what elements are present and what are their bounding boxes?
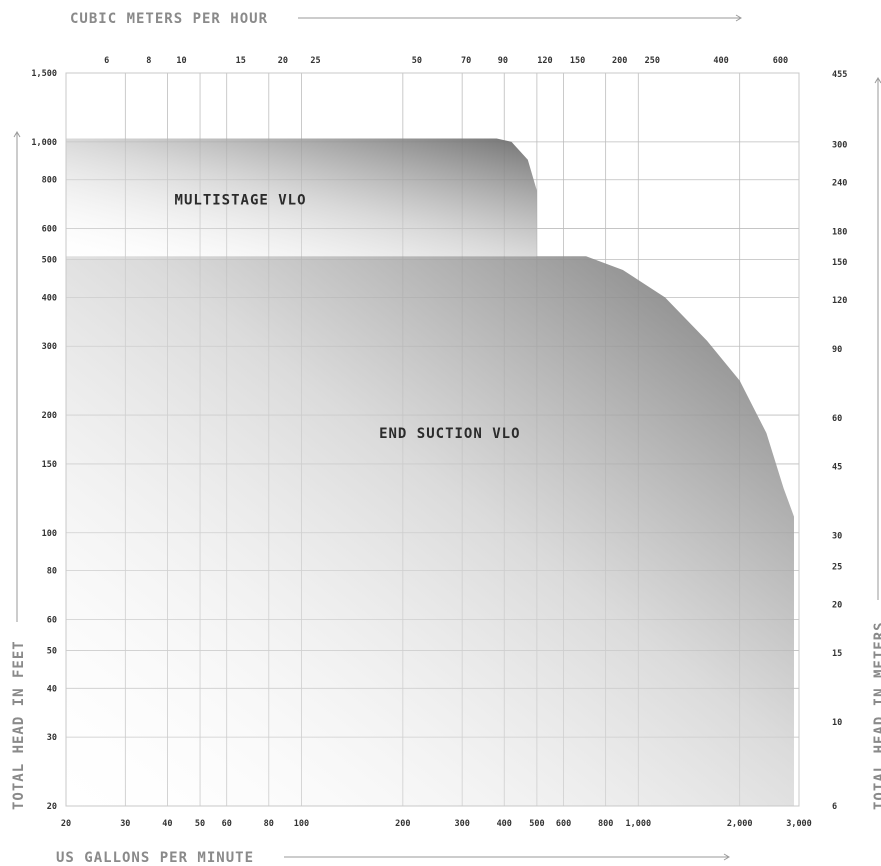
regions [66,138,794,806]
top-axis-title: CUBIC METERS PER HOUR [70,11,268,27]
x-tick-label-gpm: 500 [529,819,544,829]
y-tick-label-ft: 40 [47,684,57,694]
x-tick-label-m3h: 90 [498,56,508,66]
x-tick-label-m3h: 15 [236,56,246,66]
multistage-vlo-label: MULTISTAGE VLO [175,192,307,208]
end-suction-vlo-region [66,256,794,806]
x-tick-label-gpm: 2,000 [727,819,753,829]
x-tick-label-m3h: 70 [461,56,471,66]
y-tick-label-ft: 600 [42,225,57,235]
x-tick-label-m3h: 8 [146,56,151,66]
end-suction-vlo-label: END SUCTION VLO [379,426,520,442]
y-tick-label-m: 120 [832,296,847,306]
y-tick-label-ft: 800 [42,176,57,186]
x-tick-label-m3h: 25 [310,56,320,66]
x-tick-label-m3h: 600 [773,56,788,66]
multistage-vlo-region [66,138,537,257]
x-tick-label-m3h: 20 [278,56,288,66]
y-tick-label-m: 150 [832,258,847,268]
y-tick-label-ft: 100 [42,529,57,539]
y-tick-label-m: 45 [832,463,842,473]
x-tick-label-gpm: 100 [294,819,309,829]
plot-frame [65,72,800,807]
x-tick-label-gpm: 300 [454,819,469,829]
y-tick-label-ft: 30 [47,733,57,743]
y-tick-label-m: 30 [832,531,842,541]
x-tick-label-m3h: 50 [412,56,422,66]
y-tick-label-m: 25 [832,562,842,572]
x-tick-label-gpm: 3,000 [786,819,812,829]
x-tick-label-gpm: 1,000 [625,819,651,829]
x-tick-label-gpm: 20 [61,819,71,829]
y-tick-label-ft: 300 [42,342,57,352]
y-tick-label-m: 180 [832,227,847,237]
x-tick-label-gpm: 30 [120,819,130,829]
bottom-axis-arrowhead [723,853,730,861]
x-tick-label-m3h: 6 [104,56,109,66]
x-tick-label-gpm: 400 [497,819,512,829]
x-tick-label-m3h: 10 [176,56,186,66]
left-axis-arrowhead [13,131,21,138]
x-tick-label-m3h: 250 [645,56,660,66]
y-tick-label-m: 6 [832,802,837,812]
y-tick-label-ft: 20 [47,802,57,812]
x-tick-label-gpm: 60 [222,819,232,829]
right-axis-arrowhead [874,77,881,84]
x-tick-label-gpm: 40 [162,819,172,829]
y-tick-label-ft: 50 [47,646,57,656]
y-tick-label-ft: 400 [42,293,57,303]
x-tick-label-m3h: 400 [713,56,728,66]
y-tick-label-ft: 1,500 [31,69,57,79]
x-tick-label-m3h: 150 [570,56,585,66]
y-tick-label-m: 10 [832,718,842,728]
y-tick-label-ft: 200 [42,411,57,421]
x-tick-label-gpm: 80 [264,819,274,829]
right-axis-title: TOTAL HEAD IN METERS [872,621,881,810]
y-tick-label-m: 455 [832,70,847,80]
bottom-axis-title: US GALLONS PER MINUTE [56,850,254,866]
x-tick-label-m3h: 120 [537,56,552,66]
tick-labels: 20 30 40 50 60 80 100 200 300 400 500 600 800 1,000 2,… [31,56,847,829]
y-tick-label-ft: 1,000 [31,138,57,148]
y-tick-label-m: 300 [832,141,847,151]
y-tick-label-m: 60 [832,414,842,424]
y-tick-label-m: 15 [832,649,842,659]
y-tick-label-m: 240 [832,178,847,188]
x-tick-label-gpm: 600 [556,819,571,829]
y-tick-label-ft: 500 [42,256,57,266]
y-tick-label-ft: 60 [47,615,57,625]
top-axis-arrowhead [735,14,742,22]
x-tick-label-gpm: 200 [395,819,410,829]
y-tick-label-m: 20 [832,600,842,610]
x-tick-label-gpm: 800 [598,819,613,829]
x-tick-label-gpm: 50 [195,819,205,829]
x-tick-label-m3h: 200 [612,56,627,66]
left-axis-title: TOTAL HEAD IN FEET [11,640,27,810]
y-tick-label-m: 90 [832,345,842,355]
y-tick-label-ft: 80 [47,567,57,577]
y-tick-label-ft: 150 [42,460,57,470]
